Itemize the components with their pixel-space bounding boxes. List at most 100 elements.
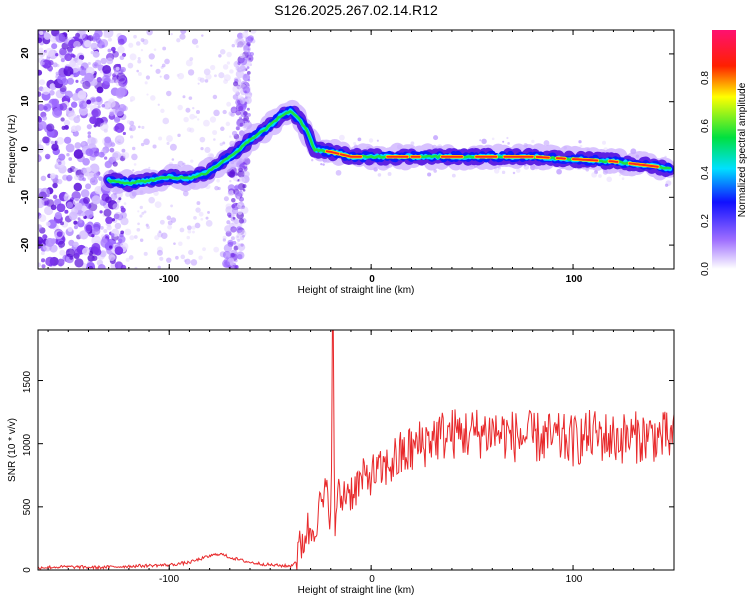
noise-blob: [122, 105, 128, 112]
noise-blob: [159, 219, 165, 225]
noise-blob: [91, 242, 101, 252]
noise-blob: [64, 90, 73, 99]
noise-blob: [63, 119, 71, 127]
noise-blob: [218, 72, 225, 79]
noise-blob: [107, 48, 112, 53]
noise-blob: [100, 234, 106, 240]
noise-blob: [140, 38, 145, 42]
noise-blob: [194, 222, 201, 229]
noise-blob: [50, 140, 55, 145]
noise-blob: [113, 116, 121, 123]
bottom-y-tick-label: 1500: [22, 370, 33, 393]
noise-blob: [210, 64, 216, 71]
noise-blob: [45, 237, 55, 248]
noise-blob: [78, 219, 83, 224]
noise-blob: [182, 95, 186, 99]
noise-blob: [141, 211, 145, 215]
noise-blob: [140, 142, 145, 147]
noise-blob: [39, 30, 44, 35]
noise-blob: [247, 78, 251, 82]
noise-blob: [38, 79, 46, 86]
noise-blob: [195, 207, 201, 213]
noise-blob: [76, 114, 80, 119]
noise-blob: [110, 46, 116, 52]
noise-blob: [94, 101, 98, 105]
spectrogram-panel: -100 0 100 -20 -10 0 10 20 Height of str…: [7, 29, 675, 296]
noise-blob: [114, 222, 122, 230]
noise-blob: [129, 235, 135, 241]
noise-blob: [170, 33, 173, 36]
noise-blob: [664, 183, 669, 187]
noise-blob: [451, 173, 456, 178]
noise-blob: [153, 48, 157, 51]
noise-blob: [92, 50, 100, 58]
noise-blob: [133, 163, 137, 166]
noise-blob: [145, 223, 149, 227]
noise-blob: [88, 202, 98, 212]
noise-blob: [196, 201, 201, 206]
noise-blob: [118, 197, 122, 201]
noise-blob: [226, 51, 232, 58]
noise-blob: [39, 139, 43, 143]
noise-blob: [82, 177, 86, 182]
noise-blob: [79, 230, 89, 240]
noise-blob: [201, 34, 204, 37]
noise-blob: [113, 211, 123, 221]
noise-blob: [42, 115, 48, 121]
noise-blob: [338, 134, 345, 141]
noise-blob: [78, 54, 85, 61]
noise-blob: [59, 47, 67, 56]
noise-blob: [247, 119, 250, 123]
noise-blob: [216, 178, 220, 183]
noise-blob: [129, 135, 134, 139]
noise-blob: [177, 104, 183, 111]
noise-blob: [93, 124, 97, 128]
snr-frame: [37, 329, 675, 571]
noise-blob: [195, 45, 199, 49]
noise-blob: [56, 258, 65, 267]
noise-blob: [247, 112, 251, 117]
noise-blob: [82, 247, 90, 256]
noise-blob: [231, 43, 236, 48]
noise-blob: [183, 116, 189, 123]
noise-blob: [231, 108, 236, 113]
noise-blob: [237, 61, 241, 66]
noise-blob: [38, 224, 42, 230]
top-y-tick-label: 20: [20, 47, 31, 59]
top-x-tick-label: -100: [159, 274, 179, 285]
noise-blob: [156, 249, 163, 256]
noise-blob: [237, 243, 246, 252]
noise-blob: [234, 185, 239, 190]
noise-blob: [38, 69, 43, 76]
noise-blob: [101, 44, 105, 48]
noise-blob: [247, 43, 251, 47]
noise-blob: [226, 212, 232, 217]
colorbar-tick-label: 0.4: [700, 166, 711, 180]
noise-blob: [45, 221, 51, 227]
noise-blob: [64, 66, 69, 70]
noise-blob: [235, 69, 245, 79]
noise-blob: [357, 137, 362, 142]
noise-blob: [38, 236, 44, 245]
noise-blob: [239, 58, 248, 66]
noise-blob: [179, 33, 186, 40]
noise-blob: [200, 217, 204, 221]
noise-blob: [222, 64, 229, 70]
noise-blob: [38, 104, 45, 111]
noise-blob: [137, 210, 140, 213]
noise-blob: [387, 172, 392, 176]
noise-blob: [89, 163, 100, 174]
noise-blob: [164, 58, 170, 65]
noise-blob: [106, 57, 114, 65]
noise-blob: [74, 258, 84, 268]
noise-blob: [38, 37, 43, 44]
noise-blob: [240, 99, 246, 105]
noise-blob: [99, 122, 109, 132]
track-red: [535, 155, 550, 159]
noise-blob: [199, 136, 206, 143]
noise-blob: [103, 208, 112, 217]
noise-blob: [131, 153, 138, 161]
track-red: [572, 158, 599, 162]
noise-blob: [502, 140, 505, 143]
noise-blob: [64, 125, 69, 130]
